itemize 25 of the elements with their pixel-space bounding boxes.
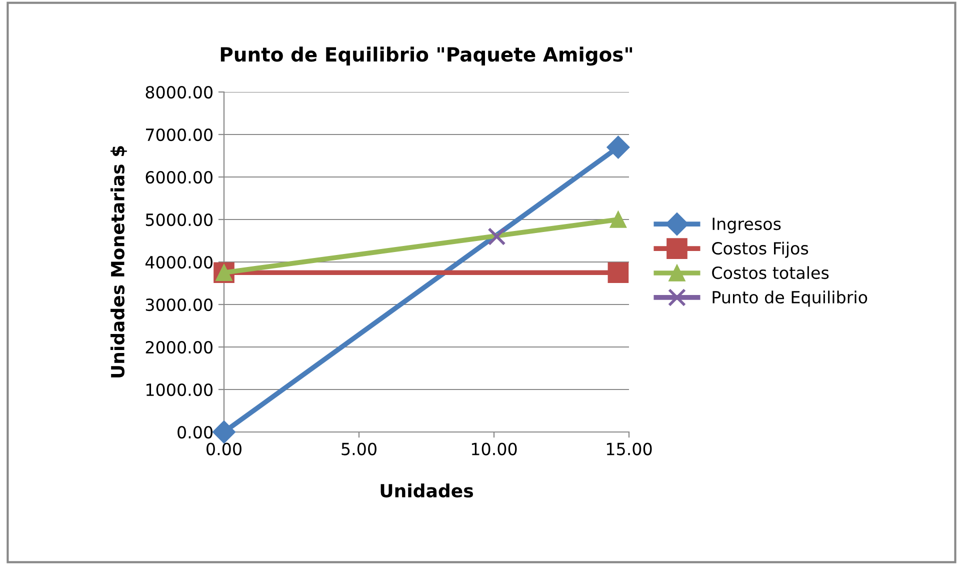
- legend-label: Costos Fijos: [712, 242, 808, 258]
- y-tick-label: 3000.00: [146, 298, 212, 312]
- point: [212, 420, 236, 444]
- point: [606, 136, 630, 159]
- y-axis-title: Unidades Monetarias $: [110, 146, 127, 378]
- y-tick-label: 6000.00: [146, 170, 212, 184]
- y-tick-label: 8000.00: [146, 86, 212, 99]
- point: [610, 211, 627, 228]
- y-tick-label: 0.00: [178, 426, 212, 439]
- x-tick-label: 10.00: [472, 442, 517, 456]
- y-tick-label: 5000.00: [146, 213, 212, 226]
- point: [488, 227, 506, 246]
- legend-label: Costos totales: [712, 266, 829, 280]
- x-axis-title: Unidades: [380, 484, 474, 498]
- y-tick-label: 2000.00: [146, 340, 212, 354]
- y-tick-label: 7000.00: [146, 128, 212, 142]
- y-tick-label: 4000.00: [145, 256, 212, 269]
- y-tick-label: 1000.00: [146, 383, 212, 396]
- chart-title: Punto de Equilibrio "Paquete Amigos": [220, 46, 632, 66]
- point: [608, 262, 629, 284]
- legend-label: Punto de Equilibrio: [712, 290, 868, 307]
- x-tick-label: 5.00: [342, 442, 376, 456]
- legend-label: Ingresos: [712, 218, 781, 234]
- x-tick-label: 0.00: [206, 442, 242, 456]
- x-tick-label: 15.00: [606, 442, 652, 456]
